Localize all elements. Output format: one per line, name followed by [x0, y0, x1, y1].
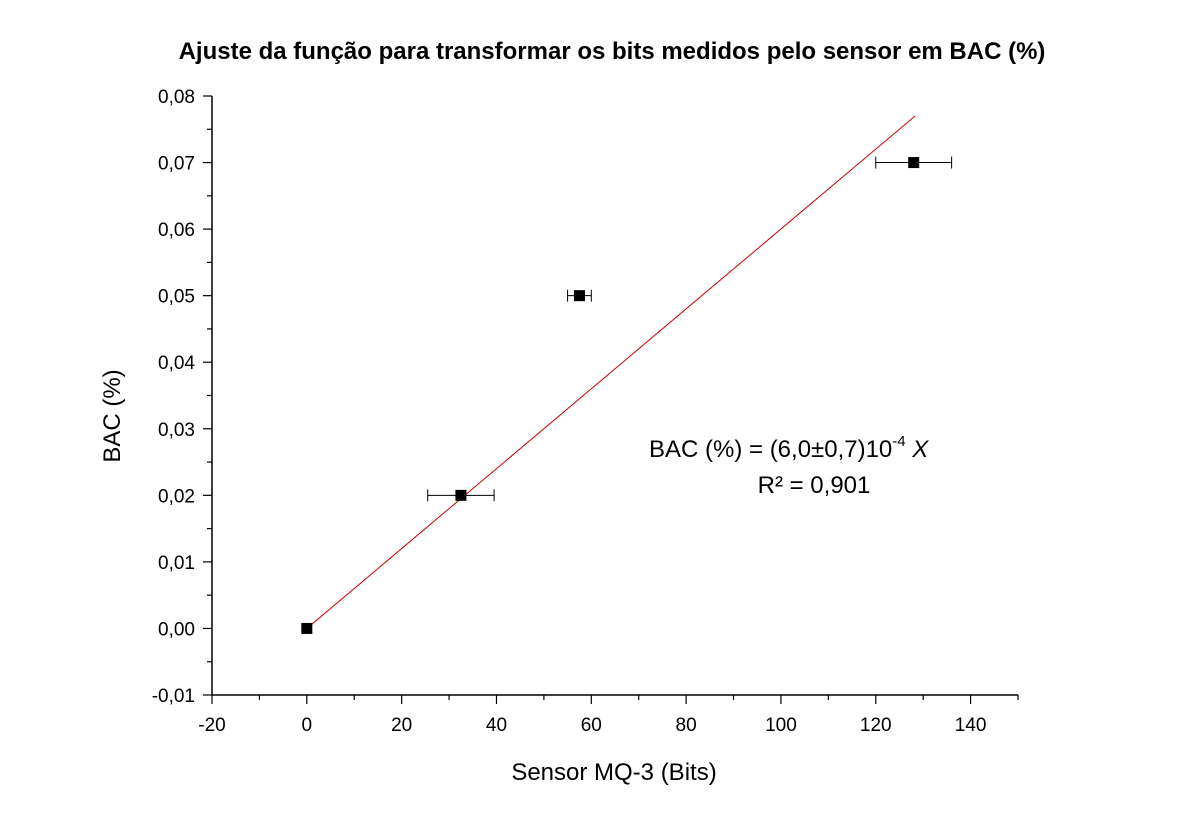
data-point [301, 622, 313, 634]
y-tick-label: 0,01 [158, 553, 195, 574]
equation-text: BAC (%) = (6,0±0,7)10-4 X [649, 433, 929, 463]
data-point [455, 489, 467, 501]
equation-variable: X [911, 436, 929, 463]
y-tick-label: 0,08 [158, 87, 195, 108]
axis-ticks: -20 0 20 40 60 80 100 120 140 -0,01 0,00 0,01 0,02 0,… [152, 87, 1019, 736]
x-tick-label: 60 [581, 715, 602, 736]
axes [211, 96, 1018, 696]
x-tick-label: 140 [955, 715, 987, 736]
y-tick-label: 0,05 [158, 287, 195, 308]
y-tick-label: 0,02 [158, 486, 195, 507]
data-point [573, 290, 585, 302]
y-tick-label: 0,06 [158, 220, 195, 241]
x-tick-label: 120 [860, 715, 892, 736]
y-tick-label: 0,04 [158, 353, 195, 374]
x-tick-label: 20 [391, 715, 412, 736]
y-tick-label: 0,00 [158, 619, 195, 640]
x-tick-label: -20 [198, 715, 225, 736]
x-tick-label: 80 [676, 715, 697, 736]
y-axis-label: BAC (%) [99, 369, 126, 462]
x-tick-label: 0 [302, 715, 313, 736]
equation-space [906, 436, 913, 463]
data-points-layer [301, 156, 953, 634]
chart-title: Ajuste da função para transformar os bit… [179, 38, 1046, 65]
fit-line-layer [306, 115, 916, 629]
y-tick-label: -0,01 [152, 686, 195, 707]
x-axis-label: Sensor MQ-3 (Bits) [511, 759, 716, 786]
x-tick-label: 40 [486, 715, 507, 736]
equation-main: BAC (%) = (6,0±0,7)10 [649, 436, 892, 463]
r-squared-text: R² = 0,901 [758, 472, 871, 499]
x-tick-label: 100 [765, 715, 797, 736]
fit-line [306, 115, 916, 629]
equation-exponent: -4 [892, 433, 905, 450]
data-point [908, 157, 920, 169]
fit-equation-annotation: BAC (%) = (6,0±0,7)10-4 X R² = 0,901 [649, 433, 929, 499]
y-tick-label: 0,03 [158, 420, 195, 441]
y-tick-label: 0,07 [158, 154, 195, 175]
